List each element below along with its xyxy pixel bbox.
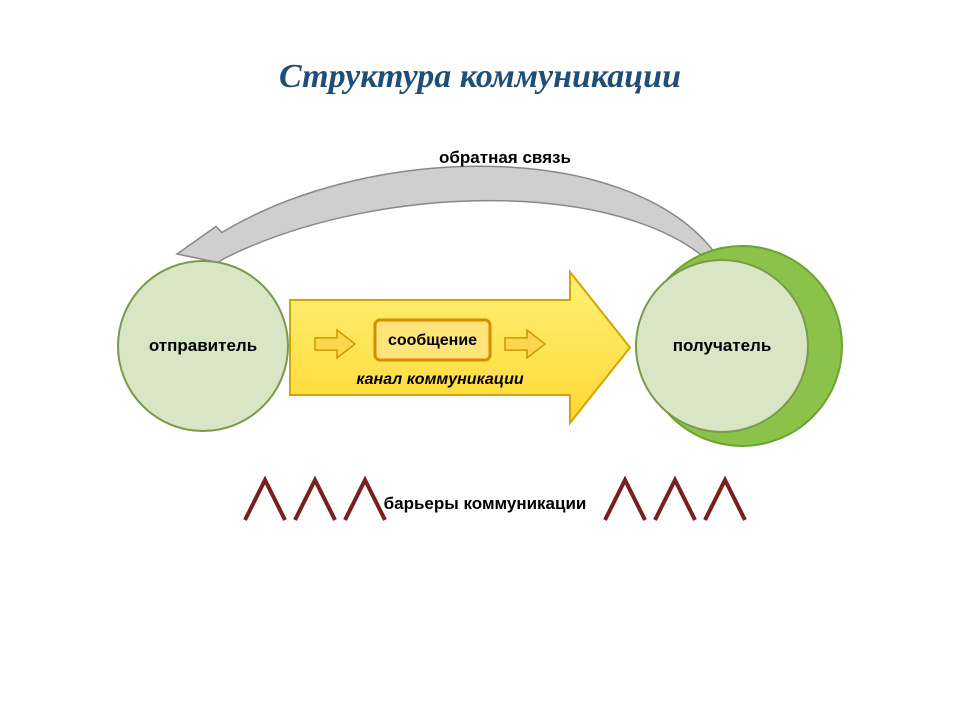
feedback-label: обратная связь xyxy=(355,148,655,168)
barrier-chevron-icon xyxy=(655,480,695,520)
barrier-chevron-icon xyxy=(705,480,745,520)
channel-label: канал коммуникации xyxy=(290,371,590,389)
barrier-chevron-icon xyxy=(295,480,335,520)
barrier-chevron-icon xyxy=(245,480,285,520)
receiver-label: получатель xyxy=(572,336,872,356)
message-label: сообщение xyxy=(283,332,583,350)
feedback-arrow xyxy=(177,166,726,280)
diagram-stage xyxy=(0,0,960,720)
barriers-label: барьеры коммуникации xyxy=(335,494,635,514)
